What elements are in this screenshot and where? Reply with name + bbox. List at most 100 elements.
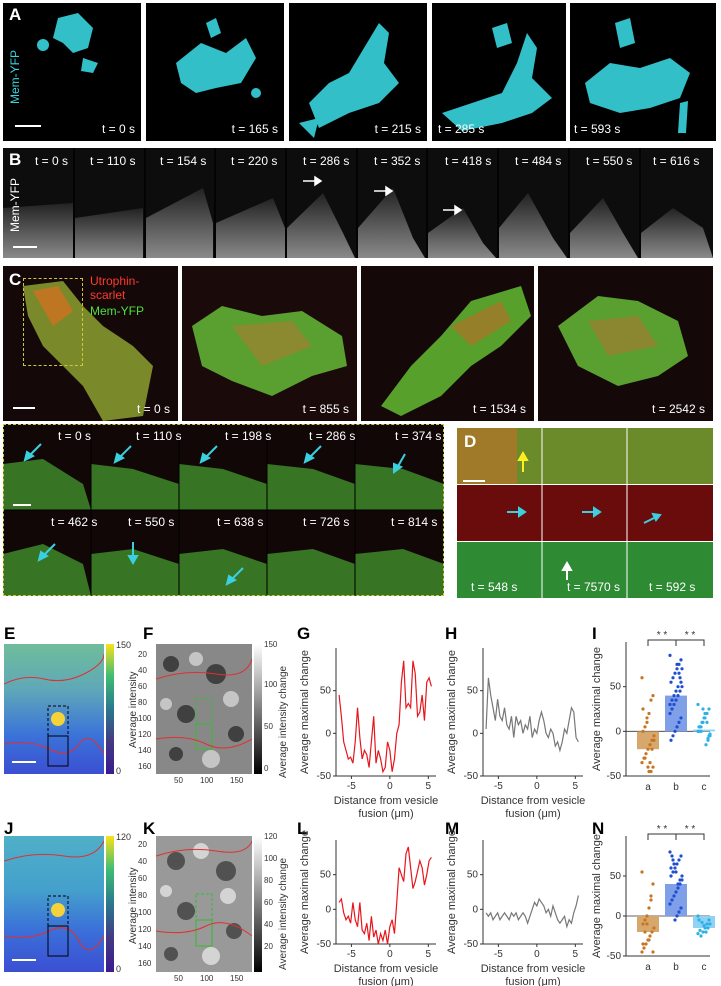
time-label: t = 592 s: [649, 580, 696, 594]
sig-bracket: [675, 833, 705, 840]
y-axis-title: Average maximal change: [446, 830, 458, 954]
y-tick-label: 0: [472, 904, 478, 915]
panel-a-image-3: t = 285 s: [432, 3, 566, 141]
time-label: t = 110 s: [90, 154, 136, 168]
tick: 120: [138, 925, 152, 934]
data-point: [668, 902, 672, 906]
colorbar-j: [106, 836, 114, 972]
x-tick-label: 0: [387, 949, 393, 960]
tick: 100: [200, 776, 214, 785]
legend-memyfp: Mem-YFP: [90, 304, 144, 318]
data-point: [672, 694, 676, 698]
time-label: t = 548 s: [471, 580, 518, 594]
panel-b-strip: t = 0 s t = 110 s t = 154 s t = 220 s t …: [3, 148, 713, 258]
time-label: t = 110 s: [136, 429, 182, 443]
panel-letter: L: [297, 819, 308, 838]
data-point: [670, 698, 674, 702]
data-point: [651, 950, 655, 954]
data-point: [641, 942, 645, 946]
data-point: [703, 711, 707, 716]
data-point: [673, 671, 677, 675]
heatmap-k: [156, 836, 252, 972]
data-point: [698, 928, 702, 932]
data-point: [677, 671, 681, 675]
time-label: t = 215 s: [374, 122, 421, 136]
data-point: [652, 738, 656, 742]
time-label: t = 0 s: [58, 429, 92, 443]
cbar-max: 150: [116, 640, 132, 650]
data-point: [668, 702, 672, 707]
tick: 100: [264, 854, 278, 863]
panel-a-image-2: t = 215 s: [289, 3, 427, 141]
bar: [693, 729, 715, 732]
tick: 140: [138, 746, 152, 755]
y-tick-label: 0: [325, 728, 331, 739]
panel-a-image-4: t = 593 s: [570, 3, 716, 141]
data-point: [702, 924, 706, 928]
data-point: [671, 858, 675, 862]
tick: 80: [264, 876, 273, 885]
sig-label: * *: [685, 630, 696, 641]
panel-c-image-1: t = 855 s: [182, 266, 357, 421]
time-label: t = 374 s: [395, 429, 442, 443]
data-point: [651, 765, 655, 769]
panel-letter: C: [9, 270, 22, 289]
y-tick-label: 50: [467, 870, 479, 881]
time-label: t = 616 s: [653, 154, 700, 168]
inset-box: [23, 278, 83, 366]
tick: 80: [138, 698, 147, 707]
tick: 100: [138, 908, 152, 917]
time-label: t = 286 s: [303, 154, 350, 168]
cbar-min: 0: [116, 766, 122, 776]
panel-letter: E: [4, 624, 16, 643]
data-point: [668, 850, 672, 854]
data-point: [651, 882, 655, 886]
data-point: [700, 720, 704, 724]
data-point: [640, 870, 644, 874]
data-point: [677, 910, 681, 914]
tick: 150: [264, 640, 278, 649]
legend-utrophin-text: Utrophin- scarlet: [90, 274, 140, 302]
x-tick-label: -5: [494, 949, 503, 960]
data-point: [641, 922, 645, 926]
data-point: [675, 662, 679, 666]
data-point: [706, 926, 710, 930]
data-point: [676, 694, 680, 698]
y-axis-title: Average maximal change: [299, 830, 311, 954]
data-point: [644, 942, 648, 946]
data-point: [670, 854, 674, 858]
y-ticks-k: 20 40 60 80 100 120 140 160: [138, 840, 154, 974]
data-point: [652, 926, 656, 930]
y-tick-label: -50: [607, 771, 622, 782]
sig-label: * *: [657, 630, 668, 641]
time-label: t = 220 s: [231, 154, 278, 168]
tick: 20: [264, 942, 273, 951]
scale-bar: [15, 125, 41, 127]
y-tick-label: 50: [610, 871, 622, 882]
panel-a-image-1: t = 165 s: [146, 3, 284, 141]
tick: 0: [264, 764, 269, 773]
data-point: [649, 698, 653, 702]
panel-letter: K: [143, 819, 156, 838]
y-tick-label: -50: [317, 939, 332, 950]
panel-c-image-2: t = 1534 s: [361, 266, 534, 421]
data-point: [647, 769, 651, 774]
panel-letter: J: [4, 819, 14, 838]
colorbar-f: [254, 644, 262, 774]
y-tick-label: 0: [615, 911, 621, 922]
tick: 60: [138, 682, 147, 691]
y-tick-label: -50: [317, 771, 332, 782]
chart-i: 50 0 -50 a b c * * * * Average maximal change: [591, 630, 715, 793]
cbar-label: Average intensity change: [278, 857, 289, 970]
series-line: [485, 895, 579, 929]
panel-c-image-3: t = 2542 s: [538, 266, 713, 421]
data-point: [696, 932, 700, 936]
tick: 60: [138, 874, 147, 883]
data-point: [649, 898, 653, 902]
data-point: [674, 698, 678, 702]
data-point: [643, 918, 647, 922]
data-point: [645, 720, 649, 724]
data-point: [674, 890, 678, 894]
